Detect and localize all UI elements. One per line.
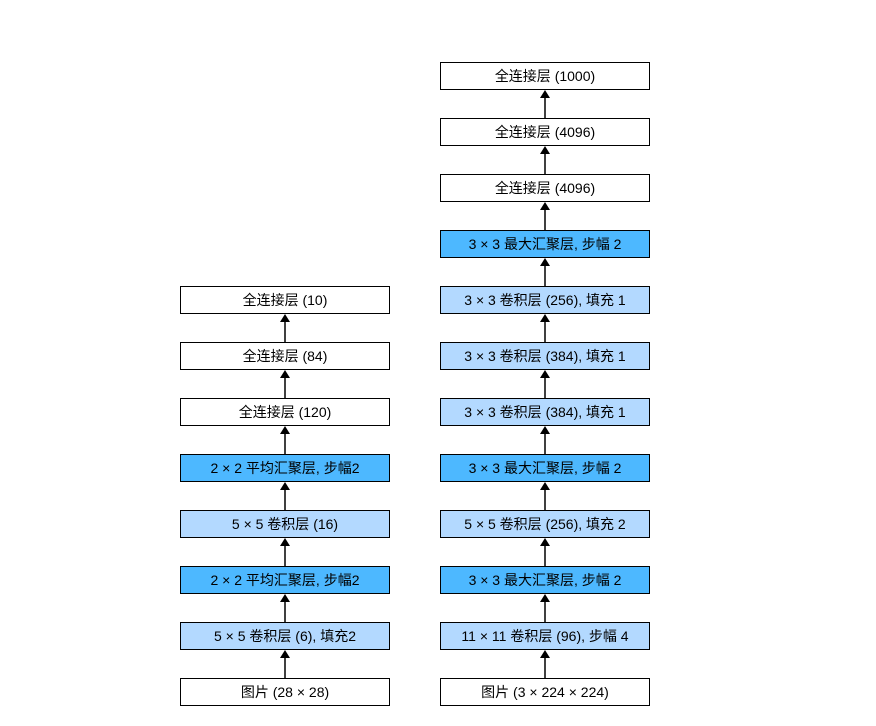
layer-block: 5 × 5 卷积层 (256), 填充 2 bbox=[440, 510, 650, 538]
arrow-up bbox=[544, 538, 546, 566]
layer-block: 全连接层 (84) bbox=[180, 342, 390, 370]
arrow-up bbox=[544, 482, 546, 510]
arrow-up bbox=[544, 314, 546, 342]
arrow-up bbox=[284, 482, 286, 510]
arrow-up bbox=[544, 426, 546, 454]
layer-block: 3 × 3 最大汇聚层, 步幅 2 bbox=[440, 454, 650, 482]
arrow-up bbox=[544, 650, 546, 678]
layer-block: 图片 (3 × 224 × 224) bbox=[440, 678, 650, 706]
layer-block: 3 × 3 卷积层 (384), 填充 1 bbox=[440, 398, 650, 426]
arrow-up bbox=[544, 258, 546, 286]
layer-block: 全连接层 (4096) bbox=[440, 174, 650, 202]
arrow-up bbox=[284, 426, 286, 454]
column-left: 图片 (28 × 28) 5 × 5 卷积层 (6), 填充2 2 × 2 平均汇聚… bbox=[180, 286, 390, 706]
arrow-up bbox=[544, 90, 546, 118]
arrow-up bbox=[544, 370, 546, 398]
layer-block: 全连接层 (10) bbox=[180, 286, 390, 314]
layer-block: 11 × 11 卷积层 (96), 步幅 4 bbox=[440, 622, 650, 650]
arrow-up bbox=[284, 594, 286, 622]
column-right: 图片 (3 × 224 × 224) 11 × 11 卷积层 (96), 步幅 4… bbox=[440, 62, 650, 706]
layer-block: 3 × 3 最大汇聚层, 步幅 2 bbox=[440, 566, 650, 594]
arrow-up bbox=[544, 146, 546, 174]
layer-block: 3 × 3 最大汇聚层, 步幅 2 bbox=[440, 230, 650, 258]
layer-block: 全连接层 (4096) bbox=[440, 118, 650, 146]
arrow-up bbox=[284, 538, 286, 566]
layer-block: 3 × 3 卷积层 (256), 填充 1 bbox=[440, 286, 650, 314]
arrow-up bbox=[284, 314, 286, 342]
layer-block: 图片 (28 × 28) bbox=[180, 678, 390, 706]
layer-block: 2 × 2 平均汇聚层, 步幅2 bbox=[180, 454, 390, 482]
layer-block: 全连接层 (120) bbox=[180, 398, 390, 426]
layer-block: 5 × 5 卷积层 (16) bbox=[180, 510, 390, 538]
diagram-canvas: 图片 (28 × 28) 5 × 5 卷积层 (6), 填充2 2 × 2 平均汇聚… bbox=[0, 0, 876, 726]
arrow-up bbox=[544, 594, 546, 622]
arrow-up bbox=[544, 202, 546, 230]
arrow-up bbox=[284, 370, 286, 398]
layer-block: 5 × 5 卷积层 (6), 填充2 bbox=[180, 622, 390, 650]
layer-block: 全连接层 (1000) bbox=[440, 62, 650, 90]
layer-block: 2 × 2 平均汇聚层, 步幅2 bbox=[180, 566, 390, 594]
layer-block: 3 × 3 卷积层 (384), 填充 1 bbox=[440, 342, 650, 370]
arrow-up bbox=[284, 650, 286, 678]
